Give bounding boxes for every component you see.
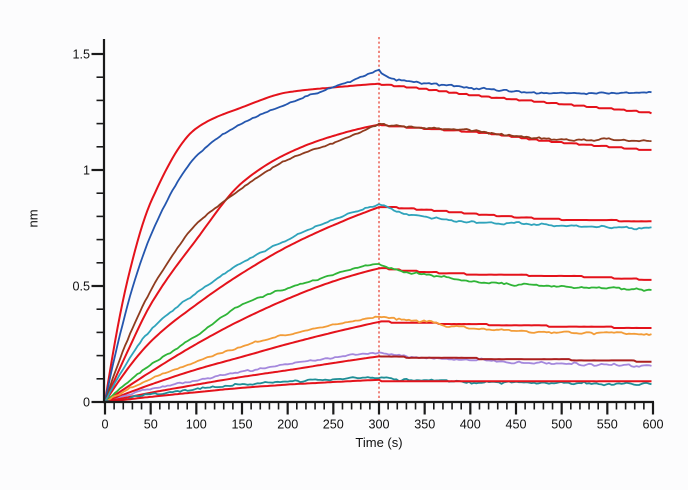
svg-text:500: 500 xyxy=(551,418,572,432)
svg-text:250: 250 xyxy=(323,418,344,432)
svg-text:350: 350 xyxy=(414,418,435,432)
svg-text:1.5: 1.5 xyxy=(72,47,90,61)
svg-text:550: 550 xyxy=(597,418,618,432)
svg-text:0: 0 xyxy=(83,395,90,409)
svg-text:Time (s): Time (s) xyxy=(355,435,402,450)
svg-text:200: 200 xyxy=(277,418,298,432)
svg-text:150: 150 xyxy=(231,418,252,432)
svg-text:0: 0 xyxy=(101,418,108,432)
svg-text:1: 1 xyxy=(83,163,90,177)
svg-text:400: 400 xyxy=(460,418,481,432)
svg-text:0.5: 0.5 xyxy=(72,279,90,293)
svg-text:600: 600 xyxy=(642,418,663,432)
svg-text:450: 450 xyxy=(505,418,526,432)
svg-text:nm: nm xyxy=(26,209,41,227)
svg-text:100: 100 xyxy=(186,418,207,432)
svg-text:50: 50 xyxy=(144,418,158,432)
svg-text:300: 300 xyxy=(368,418,389,432)
